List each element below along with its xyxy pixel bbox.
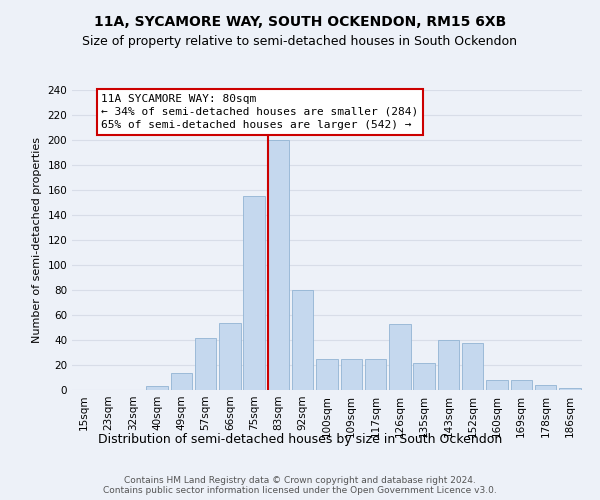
- Bar: [438, 340, 459, 390]
- Bar: [195, 338, 216, 390]
- Bar: [487, 380, 508, 390]
- Text: Size of property relative to semi-detached houses in South Ockendon: Size of property relative to semi-detach…: [83, 35, 517, 48]
- Bar: [244, 196, 265, 390]
- Bar: [413, 362, 435, 390]
- Text: 11A, SYCAMORE WAY, SOUTH OCKENDON, RM15 6XB: 11A, SYCAMORE WAY, SOUTH OCKENDON, RM15 …: [94, 15, 506, 29]
- Bar: [316, 359, 338, 390]
- Bar: [511, 380, 532, 390]
- Bar: [535, 385, 556, 390]
- Bar: [341, 359, 362, 390]
- Y-axis label: Number of semi-detached properties: Number of semi-detached properties: [32, 137, 42, 343]
- Text: 11A SYCAMORE WAY: 80sqm
← 34% of semi-detached houses are smaller (284)
65% of s: 11A SYCAMORE WAY: 80sqm ← 34% of semi-de…: [101, 94, 418, 130]
- Bar: [462, 342, 484, 390]
- Text: Contains HM Land Registry data © Crown copyright and database right 2024.
Contai: Contains HM Land Registry data © Crown c…: [103, 476, 497, 495]
- Bar: [219, 322, 241, 390]
- Bar: [292, 290, 313, 390]
- Bar: [389, 324, 410, 390]
- Bar: [146, 386, 167, 390]
- Text: Distribution of semi-detached houses by size in South Ockendon: Distribution of semi-detached houses by …: [98, 432, 502, 446]
- Bar: [365, 359, 386, 390]
- Bar: [559, 388, 581, 390]
- Bar: [170, 372, 192, 390]
- Bar: [268, 140, 289, 390]
